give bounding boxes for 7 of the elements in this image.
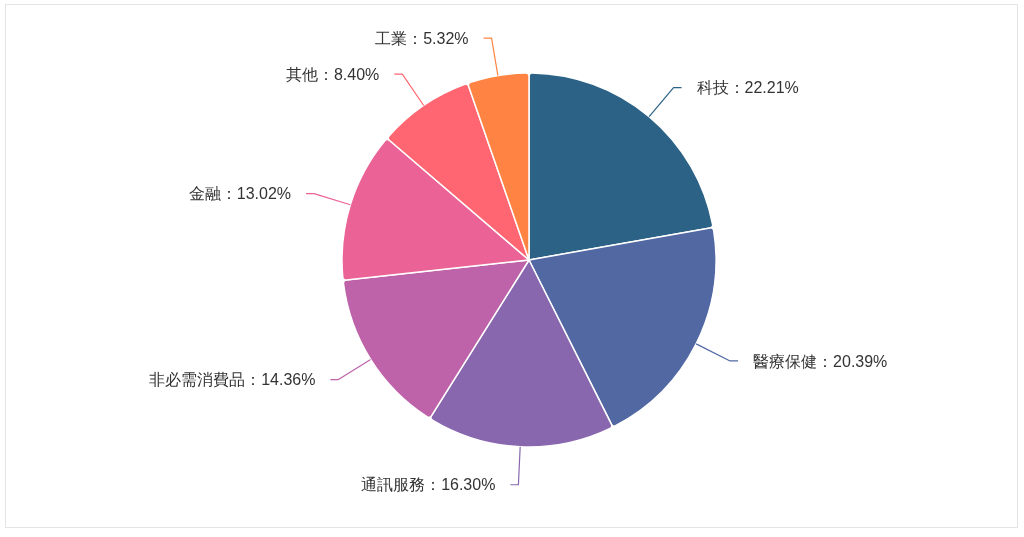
slice-label: 工業：5.32% (375, 29, 469, 47)
slice-label: 醫療保健：20.39% (753, 352, 888, 370)
slice-label: 金融：13.02% (188, 185, 292, 203)
slice-label: 其他：8.40% (285, 65, 380, 83)
slice-label: 科技：22.21% (696, 79, 799, 97)
slice-label: 非必需消費品：14.36% (149, 371, 316, 389)
slice-label: 通訊服務：16.30% (361, 476, 496, 494)
